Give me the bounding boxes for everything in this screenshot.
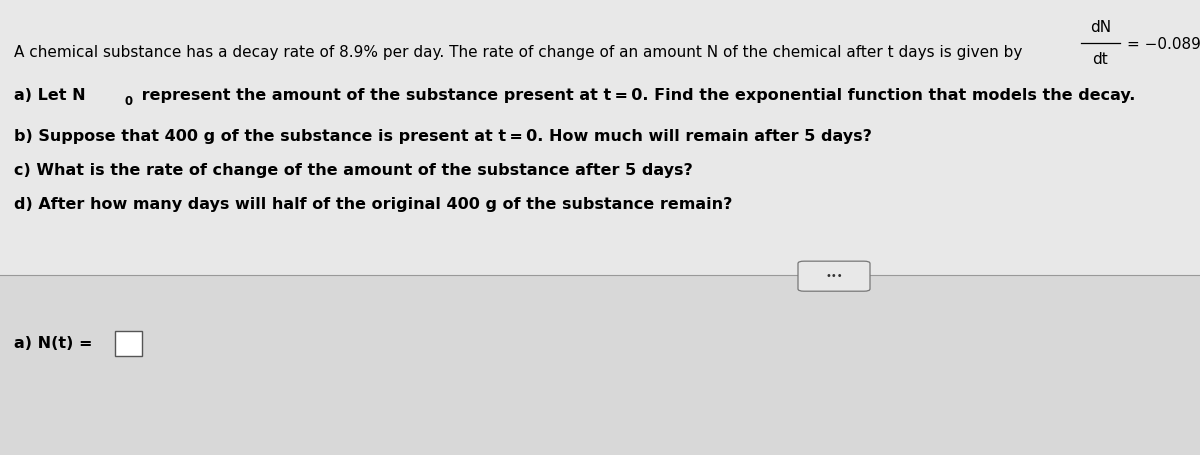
Text: A chemical substance has a decay rate of 8.9% per day. The rate of change of an : A chemical substance has a decay rate of… bbox=[14, 45, 1022, 60]
Text: c) What is the rate of change of the amount of the substance after 5 days?: c) What is the rate of change of the amo… bbox=[14, 163, 694, 178]
Text: b) Suppose that 400 g of the substance is present at t = 0. How much will remain: b) Suppose that 400 g of the substance i… bbox=[14, 129, 872, 144]
Text: 0: 0 bbox=[125, 95, 133, 107]
Text: represent the amount of the substance present at t = 0. Find the exponential fun: represent the amount of the substance pr… bbox=[136, 88, 1135, 103]
FancyBboxPatch shape bbox=[115, 331, 142, 356]
FancyBboxPatch shape bbox=[798, 261, 870, 291]
FancyBboxPatch shape bbox=[0, 275, 1200, 455]
Text: dt: dt bbox=[1092, 52, 1109, 66]
Text: a) Let N: a) Let N bbox=[14, 88, 86, 103]
Text: d) After how many days will half of the original 400 g of the substance remain?: d) After how many days will half of the … bbox=[14, 197, 733, 212]
Text: dN: dN bbox=[1090, 20, 1111, 35]
Text: = −0.089N.: = −0.089N. bbox=[1127, 37, 1200, 51]
Text: a) N(t) =: a) N(t) = bbox=[14, 336, 92, 351]
Text: •••: ••• bbox=[826, 271, 842, 281]
